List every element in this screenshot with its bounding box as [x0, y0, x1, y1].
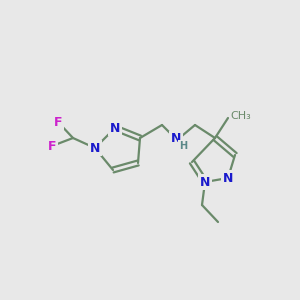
Text: N: N [200, 176, 210, 188]
Text: F: F [48, 140, 56, 152]
Text: F: F [54, 116, 62, 128]
Text: N: N [223, 172, 233, 184]
Text: N: N [90, 142, 100, 154]
Text: N: N [110, 122, 120, 134]
Text: H: H [179, 141, 187, 151]
Text: CH₃: CH₃ [230, 111, 251, 121]
Text: N: N [171, 133, 181, 146]
